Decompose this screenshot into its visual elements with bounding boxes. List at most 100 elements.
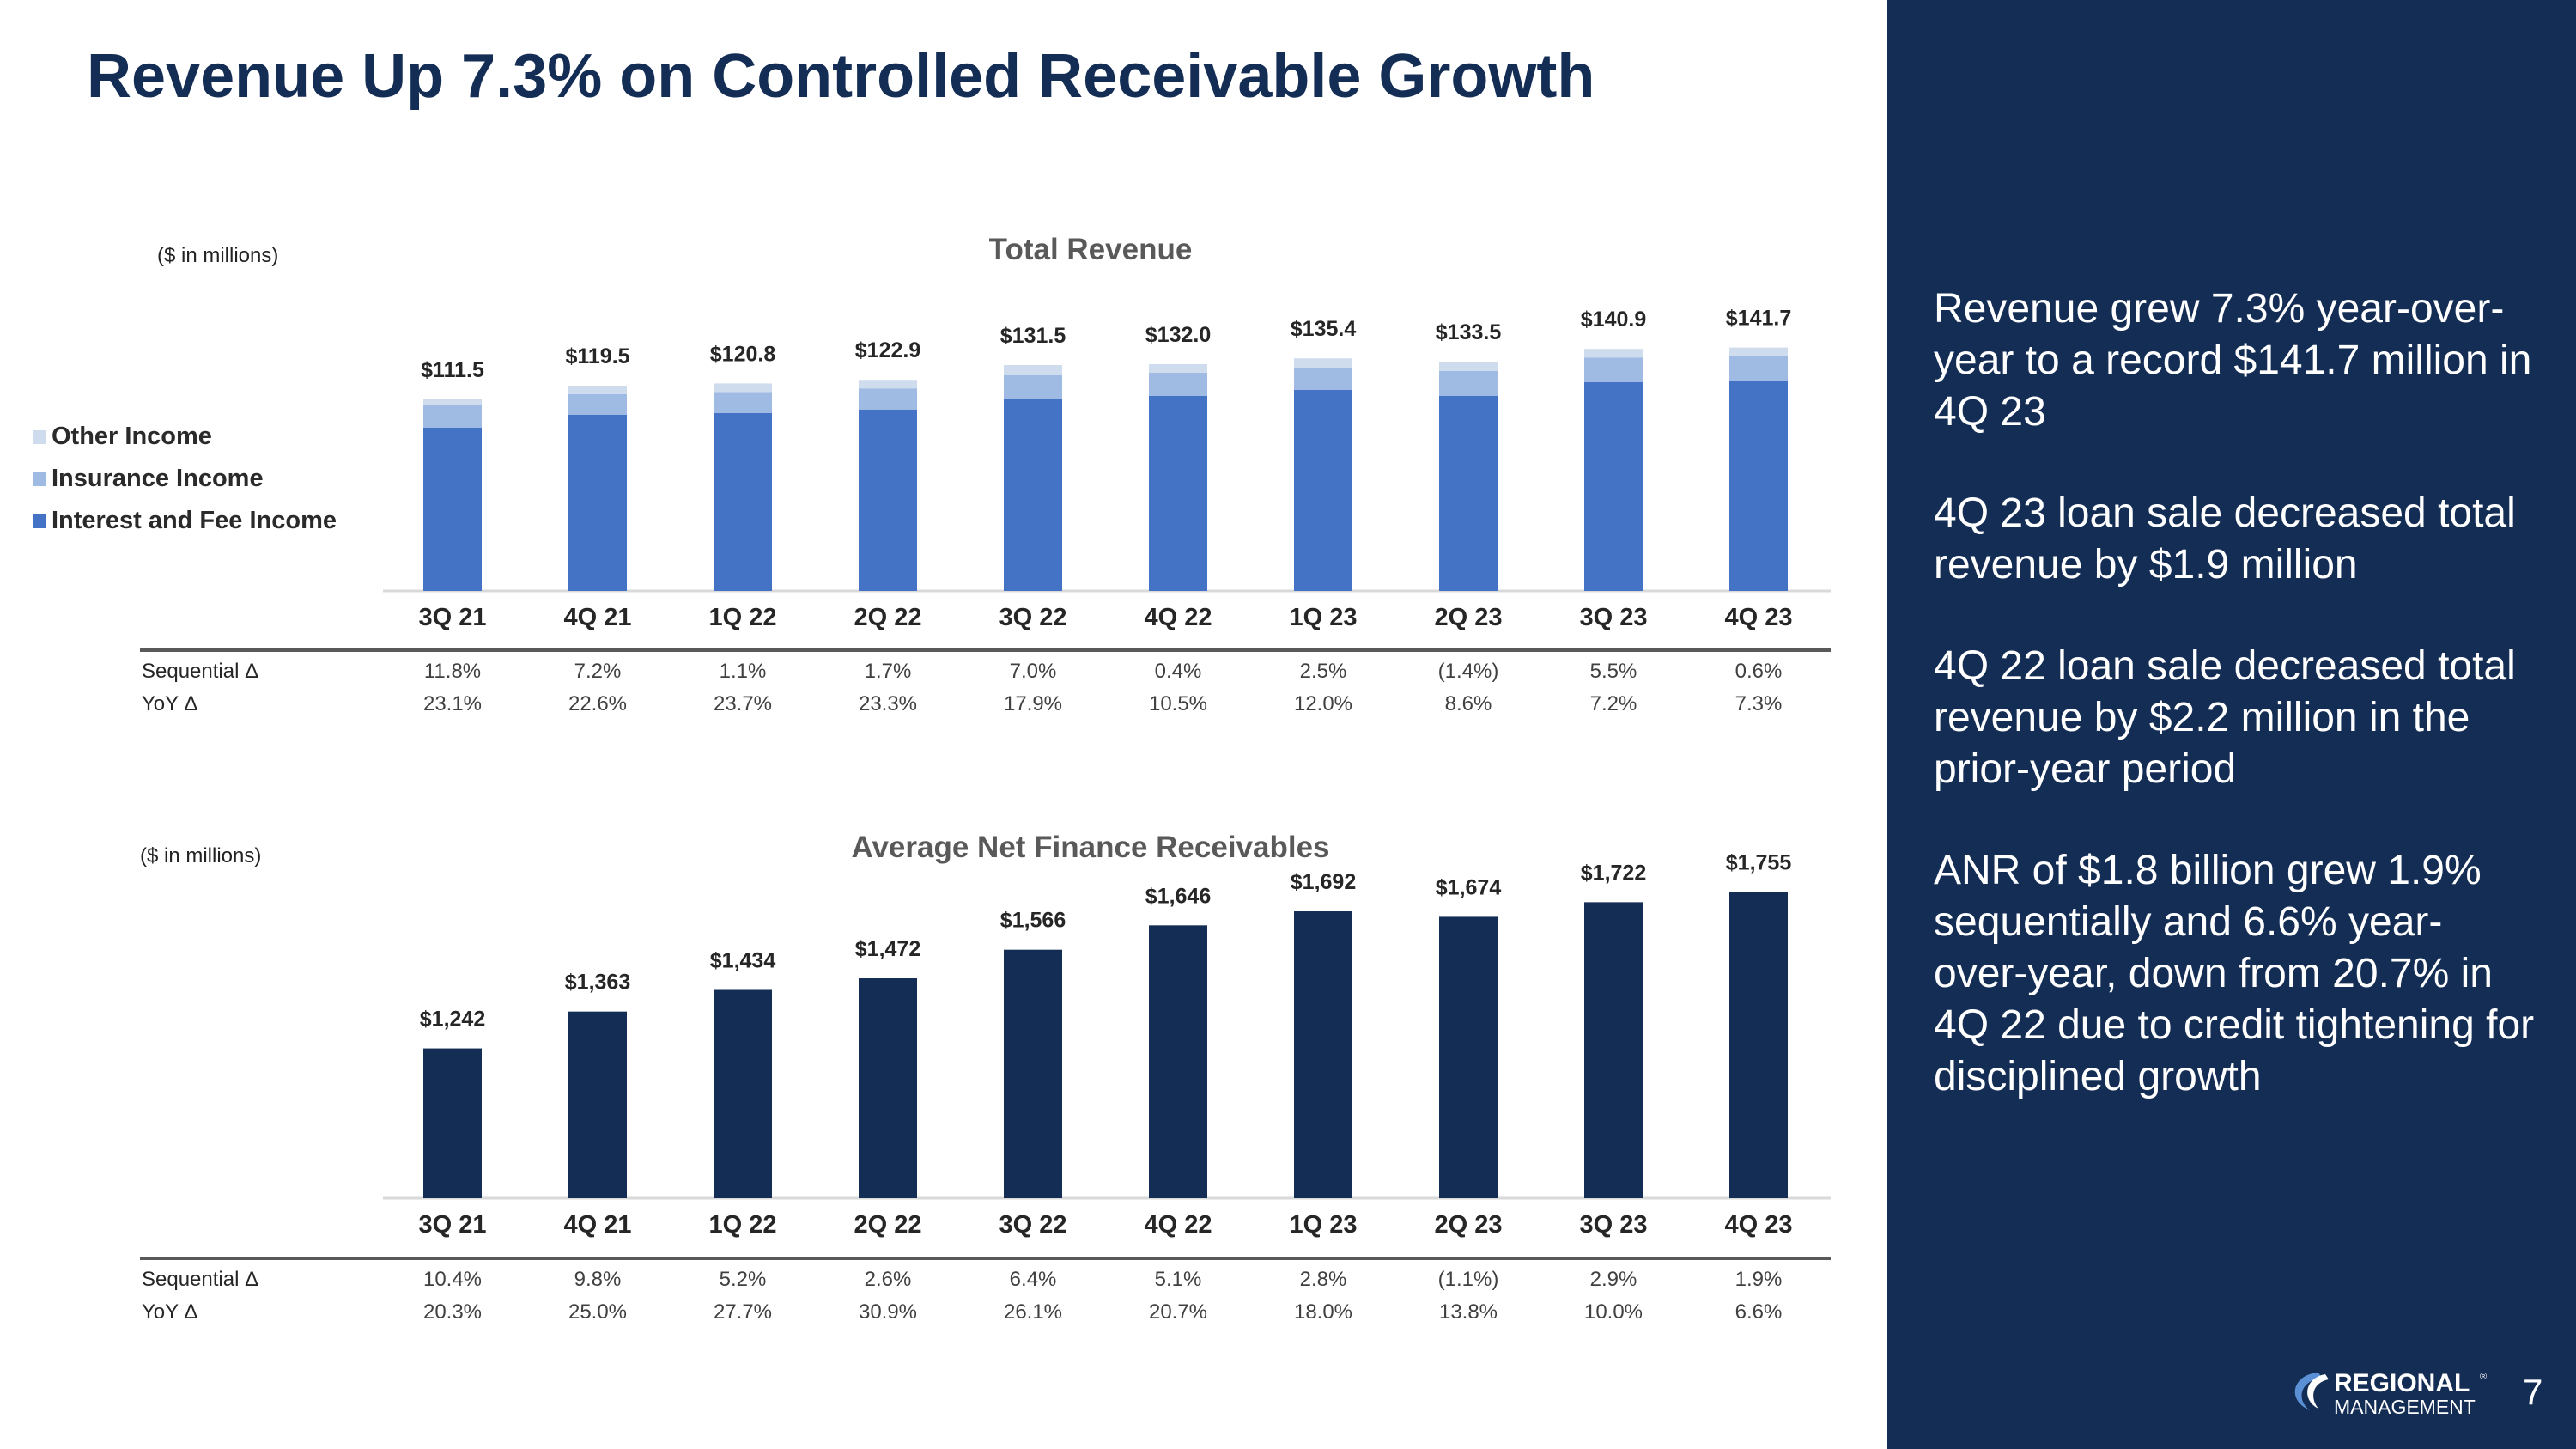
- bar-value-label: $133.5: [1436, 320, 1502, 344]
- x-tick-label: 1Q 22: [709, 1211, 777, 1239]
- chart-title: Total Revenue: [989, 233, 1193, 266]
- revenue-unit-label: ($ in millions): [157, 244, 279, 267]
- table-cell: 6.6%: [1735, 1300, 1783, 1324]
- x-tick-label: 3Q 22: [999, 604, 1067, 631]
- table-row-label: YoY Δ: [142, 1300, 197, 1324]
- other-income-bar-segment: [1584, 349, 1643, 358]
- table-cell: 20.3%: [423, 1300, 482, 1324]
- table-row-label: YoY Δ: [142, 692, 197, 715]
- legend-swatch-insurance-income: [33, 472, 46, 486]
- other-income-bar-segment: [423, 399, 482, 405]
- x-tick-label: 3Q 22: [999, 1211, 1067, 1239]
- table-cell: 6.4%: [1010, 1268, 1057, 1291]
- insurance-income-bar-segment: [1294, 368, 1352, 390]
- total-revenue-chart: Total Revenue $111.5 3Q 21 $119.5 4Q 21 $120.…: [140, 233, 1831, 715]
- table-cell: 30.9%: [859, 1300, 917, 1324]
- summary-paragraph: 4Q 22 loan sale decreased total revenue …: [1934, 643, 2516, 792]
- legend-label-other-income: Other Income: [52, 423, 212, 450]
- table-cell: 5.1%: [1155, 1268, 1202, 1291]
- bar-value-label: $1,472: [855, 937, 920, 961]
- legend-label-insurance-income: Insurance Income: [52, 465, 264, 492]
- anr-bar: [568, 1011, 627, 1198]
- anr-bar: [1149, 925, 1207, 1198]
- x-tick-label: 4Q 22: [1145, 604, 1212, 631]
- bar-value-label: $1,646: [1145, 884, 1211, 908]
- table-cell: 10.5%: [1149, 692, 1207, 715]
- table-cell: 2.8%: [1300, 1268, 1347, 1291]
- slide-title: Revenue Up 7.3% on Controlled Receivable…: [87, 42, 1595, 111]
- other-income-bar-segment: [1439, 362, 1498, 371]
- bar-value-label: $1,363: [565, 971, 630, 995]
- summary-paragraph: ANR of $1.8 billion grew 1.9% sequential…: [1934, 848, 2535, 1099]
- revenue-legend: Other Income Insurance Income Interest a…: [33, 416, 337, 542]
- anr-bar: [1439, 916, 1498, 1198]
- table-cell: (1.4%): [1438, 660, 1499, 683]
- legend-label-interest-fee-income: Interest and Fee Income: [52, 507, 337, 534]
- insurance-income-bar-segment: [859, 388, 917, 410]
- x-tick-label: 4Q 21: [564, 1211, 632, 1239]
- table-cell: 7.2%: [1590, 692, 1637, 715]
- bar-value-label: $1,242: [420, 1008, 485, 1032]
- x-tick-label: 4Q 22: [1145, 1211, 1212, 1239]
- table-cell: 5.5%: [1590, 660, 1637, 683]
- other-income-bar-segment: [714, 383, 772, 393]
- table-cell: 7.0%: [1010, 660, 1057, 683]
- table-cell: 7.3%: [1735, 692, 1783, 715]
- other-income-bar-segment: [1294, 358, 1352, 368]
- bar-value-label: $120.8: [710, 342, 776, 366]
- table-cell: 10.4%: [423, 1268, 482, 1291]
- anr-bar: [859, 978, 917, 1198]
- table-cell: 2.9%: [1590, 1268, 1637, 1291]
- table-cell: (1.1%): [1438, 1268, 1499, 1291]
- anr-bar: [1004, 949, 1062, 1198]
- x-tick-label: 2Q 22: [854, 604, 922, 631]
- x-tick-label: 3Q 23: [1580, 604, 1648, 631]
- anr-bar: [714, 989, 772, 1198]
- interest-fee-income-bar-segment: [1584, 382, 1643, 591]
- x-tick-label: 1Q 22: [709, 604, 777, 631]
- summary-paragraph: Revenue grew 7.3% year-over-year to a re…: [1934, 286, 2532, 435]
- interest-fee-income-bar-segment: [1439, 396, 1498, 591]
- page-number: 7: [2523, 1372, 2543, 1412]
- x-tick-label: 4Q 23: [1725, 604, 1793, 631]
- x-tick-label: 3Q 21: [419, 604, 487, 631]
- chart-title: Average Net Finance Receivables: [851, 831, 1329, 864]
- table-cell: 27.7%: [714, 1300, 772, 1324]
- anr-unit-label: ($ in millions): [140, 844, 262, 868]
- legend-swatch-interest-fee-income: [33, 514, 46, 528]
- bar-value-label: $131.5: [1000, 324, 1066, 348]
- logo-text-management: MANAGEMENT: [2334, 1396, 2476, 1417]
- other-income-bar-segment: [1149, 364, 1207, 373]
- table-cell: 11.8%: [424, 660, 481, 683]
- x-tick-label: 2Q 23: [1435, 1211, 1503, 1239]
- average-net-finance-receivables-chart: Average Net Finance Receivables $1,242 3Q …: [140, 831, 1831, 1324]
- x-tick-label: 4Q 21: [564, 604, 632, 631]
- table-cell: 1.1%: [720, 660, 767, 683]
- table-cell: 9.8%: [574, 1268, 622, 1291]
- table-cell: 13.8%: [1439, 1300, 1498, 1324]
- bar-value-label: $132.0: [1145, 323, 1211, 347]
- x-tick-label: 4Q 23: [1725, 1211, 1793, 1239]
- anr-bar: [1729, 892, 1788, 1198]
- anr-bar: [423, 1048, 482, 1198]
- insurance-income-bar-segment: [423, 405, 482, 428]
- bar-value-label: $1,434: [710, 948, 776, 972]
- table-cell: 10.0%: [1584, 1300, 1643, 1324]
- insurance-income-bar-segment: [1729, 356, 1788, 381]
- table-row-label: Sequential Δ: [142, 660, 258, 683]
- anr-bar: [1294, 911, 1352, 1198]
- regional-management-logo: REGIONAL ® MANAGEMENT: [2294, 1369, 2487, 1417]
- table-cell: 0.4%: [1155, 660, 1202, 683]
- table-cell: 1.7%: [865, 660, 912, 683]
- table-cell: 18.0%: [1294, 1300, 1352, 1324]
- bar-value-label: $1,722: [1581, 861, 1646, 885]
- other-income-bar-segment: [1729, 347, 1788, 356]
- logo-swoosh-icon: [2294, 1373, 2322, 1410]
- x-tick-label: 3Q 23: [1580, 1211, 1648, 1239]
- bar-value-label: $1,755: [1726, 851, 1792, 875]
- x-tick-label: 3Q 21: [419, 1211, 487, 1239]
- anr-bar: [1584, 902, 1643, 1198]
- bar-value-label: $1,566: [1000, 909, 1066, 933]
- summary-paragraph: 4Q 23 loan sale decreased total revenue …: [1934, 490, 2516, 588]
- table-cell: 2.6%: [865, 1268, 912, 1291]
